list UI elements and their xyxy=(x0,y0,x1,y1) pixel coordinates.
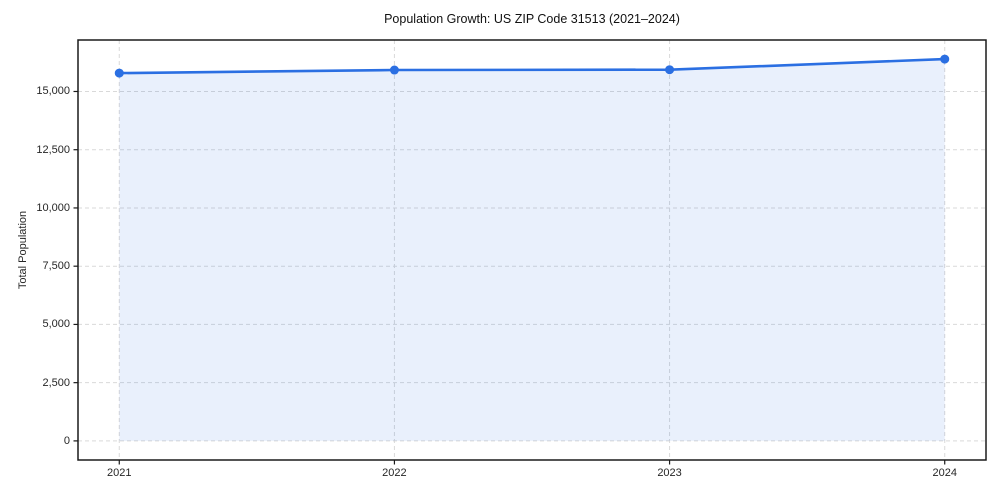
y-tick-label: 2,500 xyxy=(42,376,70,389)
area-fill xyxy=(119,59,945,441)
y-tick-label: 10,000 xyxy=(36,201,70,214)
x-tick-label: 2022 xyxy=(382,467,407,479)
x-tick-label: 2024 xyxy=(932,467,957,479)
plot-frame xyxy=(77,39,987,461)
data-point-marker xyxy=(114,68,124,78)
chart-title: Population Growth: US ZIP Code 31513 (20… xyxy=(384,12,680,26)
y-tick-label: 12,500 xyxy=(36,143,70,156)
data-point-marker xyxy=(389,65,399,75)
y-tick-label: 7,500 xyxy=(42,260,70,273)
data-point-marker xyxy=(940,54,950,64)
y-tick-label: 5,000 xyxy=(42,318,70,331)
x-tick-label: 2023 xyxy=(657,467,682,479)
plot-area xyxy=(73,39,987,465)
y-tick-label: 0 xyxy=(63,434,70,447)
y-tick-label: 15,000 xyxy=(36,85,70,98)
data-point-marker xyxy=(665,65,675,75)
x-tick-label: 2021 xyxy=(107,467,132,479)
trend-line xyxy=(117,57,947,75)
